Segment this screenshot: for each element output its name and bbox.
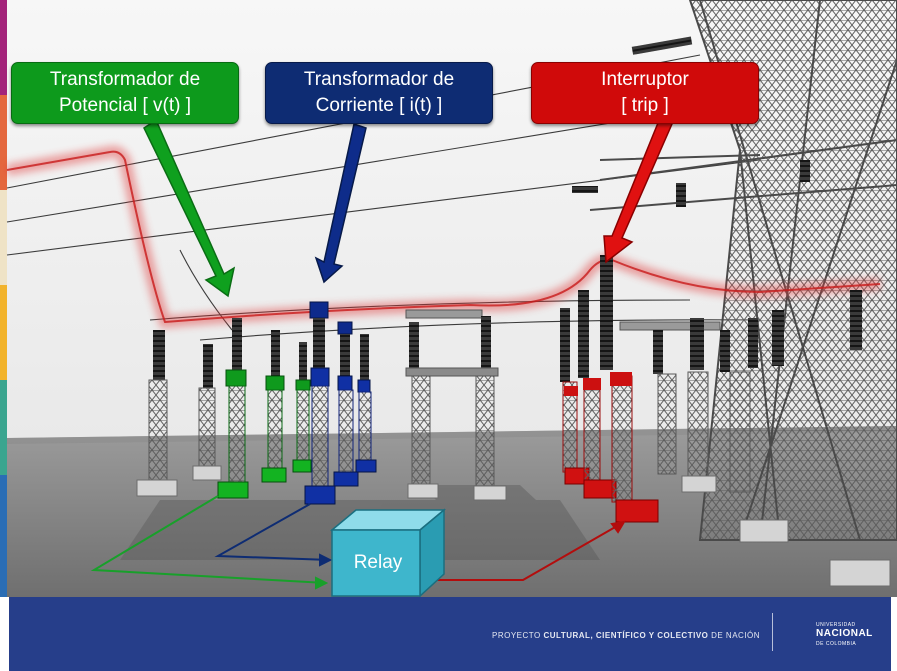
footer-slogan-prefix: PROYECTO [492, 631, 544, 640]
logo-text-main: NACIONAL [816, 628, 873, 639]
equipment-columns [136, 255, 891, 587]
label-arrows [143, 116, 673, 298]
footer-divider [772, 613, 773, 651]
relay-box [329, 508, 447, 598]
edge-band-blue [0, 475, 7, 597]
footer-slogan-suffix: DE NACIÓN [708, 631, 761, 640]
logo-text-bottom: DE COLOMBIA [816, 641, 857, 647]
footer-slogan-bold: CULTURAL, CIENTÍFICO Y COLECTIVO [543, 631, 709, 640]
breaker-label: Interruptor [ trip ] [531, 62, 759, 124]
breaker-label-line1: Interruptor [601, 69, 689, 90]
breaker-label-line2: [ trip ] [621, 95, 669, 116]
footer-bar [9, 597, 891, 671]
voltage-transformer-label-line2: Potencial [ v(t) ] [59, 95, 191, 116]
current-transformer-label-line2: Corriente [ i(t) ] [315, 95, 443, 116]
current-transformer-label-line1: Transformador de [303, 69, 455, 90]
edge-band-cream [0, 190, 7, 285]
voltage-transformer-label-line1: Transformador de [49, 69, 201, 90]
current-transformer-label: Transformador de Corriente [ i(t) ] [265, 62, 493, 124]
edge-band-yellow [0, 285, 7, 380]
logo-text-top: UNIVERSIDAD [816, 622, 856, 628]
edge-band-teal [0, 380, 7, 475]
footer-slogan: PROYECTO CULTURAL, CIENTÍFICO Y COLECTIV… [492, 631, 760, 640]
edge-band-magenta [0, 0, 7, 95]
voltage-transformer-label: Transformador de Potencial [ v(t) ] [11, 62, 239, 124]
relay-label: Relay [353, 552, 403, 573]
edge-band-orange [0, 95, 7, 190]
